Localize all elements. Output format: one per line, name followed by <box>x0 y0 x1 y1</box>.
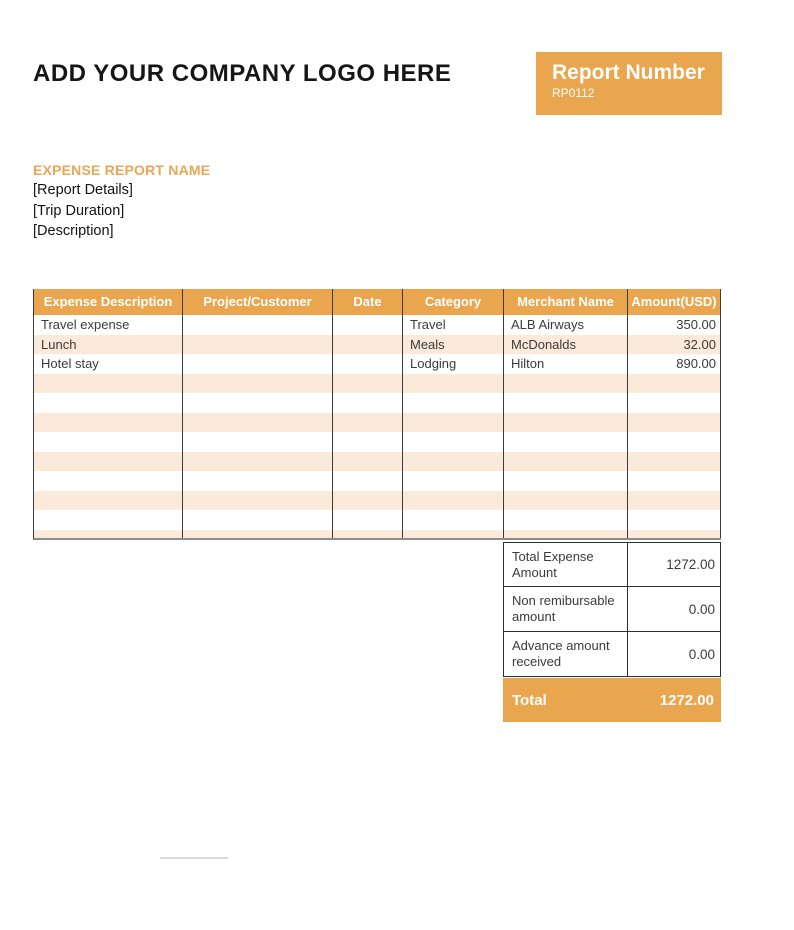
cell-category: Travel <box>403 315 504 335</box>
summary-value: 1272.00 <box>666 557 715 572</box>
trip-duration-placeholder: [Trip Duration] <box>33 202 125 219</box>
report-number-label: Report Number <box>552 61 705 84</box>
cell-amount: 32.00 <box>628 334 721 354</box>
expense-table: Expense Description Project/Customer Dat… <box>33 289 721 540</box>
report-name-title: EXPENSE REPORT NAME <box>33 162 211 178</box>
total-value: 1272.00 <box>659 691 714 709</box>
header-amount-usd: Amount(USD) <box>628 289 721 315</box>
cell-expense-description: Lunch <box>34 334 183 354</box>
company-logo-placeholder: ADD YOUR COMPANY LOGO HERE <box>33 60 452 87</box>
table-row-empty <box>34 412 721 432</box>
table-row-empty <box>34 510 721 530</box>
cell-amount: 350.00 <box>628 315 721 335</box>
summary-row-non-reimbursable: Non remibursable amount 0.00 <box>503 587 721 632</box>
cell-merchant-name: McDonalds <box>504 334 628 354</box>
report-number-box: Report Number RP0112 <box>536 52 722 115</box>
summary-label: Total Expense Amount <box>504 543 628 586</box>
table-row-empty <box>34 471 721 491</box>
expense-table-header-row: Expense Description Project/Customer Dat… <box>34 289 721 315</box>
table-row: Hotel stay Lodging Hilton 890.00 <box>34 354 721 374</box>
cell-merchant-name: Hilton <box>504 354 628 374</box>
cell-project-customer <box>183 354 333 374</box>
cell-date <box>333 354 403 374</box>
header-merchant-name: Merchant Name <box>504 289 628 315</box>
expense-table-body: Travel expense Travel ALB Airways 350.00… <box>34 315 721 538</box>
header-project-customer: Project/Customer <box>183 289 333 315</box>
summary-row-advance-received: Advance amount received 0.00 <box>503 632 721 677</box>
table-row-empty <box>34 529 721 538</box>
cell-amount: 890.00 <box>628 354 721 374</box>
cell-project-customer <box>183 334 333 354</box>
summary-label: Non remibursable amount <box>504 587 628 631</box>
table-row-empty <box>34 373 721 393</box>
summary-total-row: Total 1272.00 <box>503 678 721 722</box>
summary-table: Total Expense Amount 1272.00 Non remibur… <box>503 542 721 722</box>
header-expense-description: Expense Description <box>34 289 183 315</box>
table-row: Travel expense Travel ALB Airways 350.00 <box>34 315 721 335</box>
summary-value: 0.00 <box>688 646 715 662</box>
cell-category: Lodging <box>403 354 504 374</box>
table-row-empty <box>34 490 721 510</box>
header-category: Category <box>403 289 504 315</box>
cell-merchant-name: ALB Airways <box>504 315 628 335</box>
report-info-block: EXPENSE REPORT NAME [Report Details] [Tr… <box>33 160 210 242</box>
table-row-empty <box>34 451 721 471</box>
total-label: Total <box>512 691 547 709</box>
cell-expense-description: Travel expense <box>34 315 183 335</box>
table-row-empty <box>34 393 721 413</box>
cell-date <box>333 315 403 335</box>
description-placeholder: [Description] <box>33 223 114 239</box>
faint-divider-line <box>160 857 228 859</box>
summary-label: Advance amount received <box>504 632 628 676</box>
table-row: Lunch Meals McDonalds 32.00 <box>34 334 721 354</box>
table-row-empty <box>34 432 721 452</box>
header-date: Date <box>333 289 403 315</box>
summary-value: 0.00 <box>688 601 715 617</box>
cell-category: Meals <box>403 334 504 354</box>
cell-expense-description: Hotel stay <box>34 354 183 374</box>
report-number-value: RP0112 <box>552 86 595 100</box>
report-details-placeholder: [Report Details] <box>33 182 133 198</box>
cell-project-customer <box>183 315 333 335</box>
summary-row-total-expense: Total Expense Amount 1272.00 <box>503 542 721 587</box>
cell-date <box>333 334 403 354</box>
